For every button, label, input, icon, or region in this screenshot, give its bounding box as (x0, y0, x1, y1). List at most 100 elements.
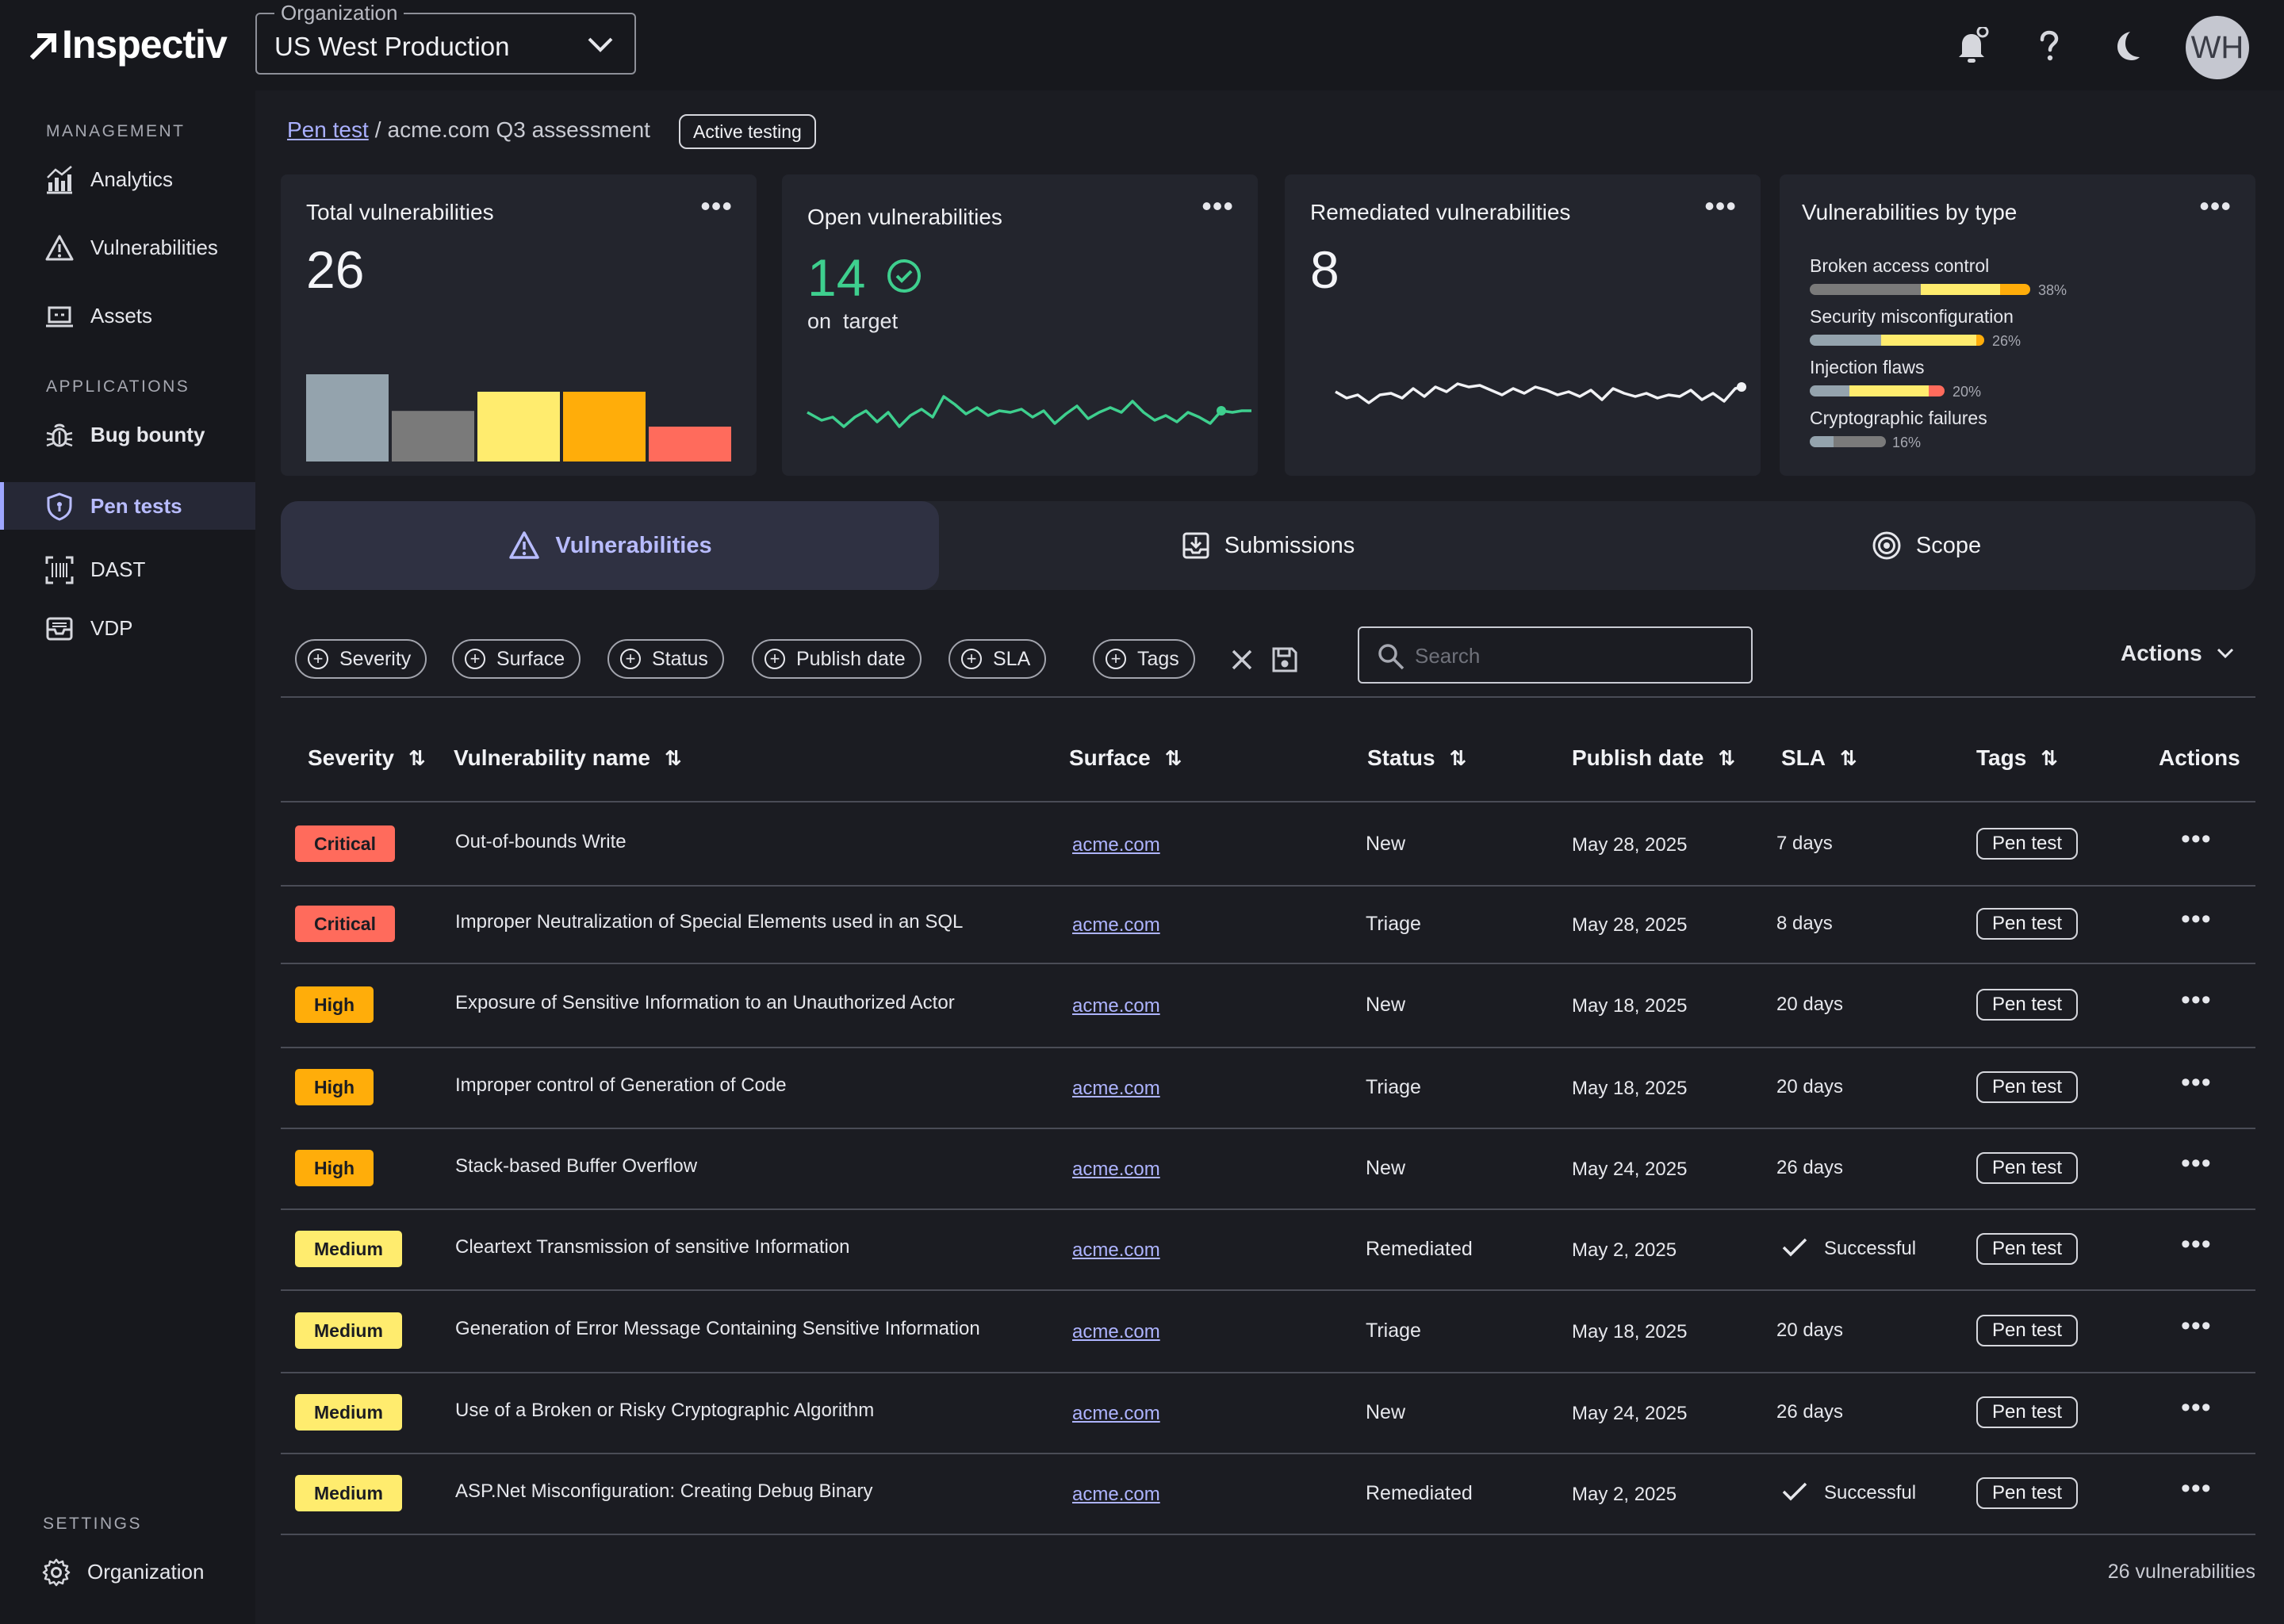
surface-link[interactable]: acme.com (1072, 1159, 1160, 1180)
column-header-tags[interactable]: Tags ⇅ (1976, 745, 2058, 771)
surface-link[interactable]: acme.com (1072, 914, 1160, 936)
tag-badge[interactable]: Pen test (1976, 1071, 2079, 1103)
plus-circle-icon: + (308, 649, 328, 669)
tag-badge[interactable]: Pen test (1976, 828, 2079, 860)
table-row[interactable]: High Stack-based Buffer Overflow acme.co… (281, 1128, 2255, 1208)
dark-mode-moon-icon[interactable] (2106, 27, 2144, 65)
column-header-severity[interactable]: Severity ⇅ (308, 745, 426, 771)
table-row[interactable]: Medium Cleartext Transmission of sensiti… (281, 1208, 2255, 1289)
publish-date: May 28, 2025 (1572, 914, 1688, 936)
tag-badge[interactable]: Pen test (1976, 1233, 2079, 1265)
sidebar-item-vdp[interactable]: VDP (0, 604, 255, 652)
user-avatar[interactable]: WH (2186, 16, 2249, 79)
sidebar-item-analytics[interactable]: Analytics (0, 155, 255, 203)
tag-badge[interactable]: Pen test (1976, 1152, 2079, 1184)
surface-link[interactable]: acme.com (1072, 1403, 1160, 1424)
row-more-icon[interactable]: ••• (2181, 985, 2212, 1015)
column-header-surface[interactable]: Surface ⇅ (1069, 745, 1182, 771)
vulnerability-name[interactable]: Exposure of Sensitive Information to an … (455, 992, 955, 1013)
vulnerability-name[interactable]: Cleartext Transmission of sensitive Info… (455, 1236, 850, 1258)
tab-submissions[interactable]: Submissions (939, 501, 1597, 590)
tag-badge[interactable]: Pen test (1976, 908, 2079, 940)
table-row[interactable]: Medium ASP.Net Misconfiguration: Creatin… (281, 1453, 2255, 1534)
sidebar-item-assets[interactable]: Assets (0, 292, 255, 339)
status-text: Triage (1366, 1076, 1421, 1098)
organization-select[interactable]: Organization US West Production (255, 1, 636, 75)
search-field[interactable] (1358, 626, 1753, 684)
filter-chip-sla[interactable]: + SLA (948, 639, 1047, 679)
surface-link[interactable]: acme.com (1072, 1484, 1160, 1505)
filter-chip-surface[interactable]: + Surface (452, 639, 581, 679)
row-more-icon[interactable]: ••• (2181, 824, 2212, 854)
tag-badge[interactable]: Pen test (1976, 1477, 2079, 1509)
tag-badge[interactable]: Pen test (1976, 1315, 2079, 1346)
row-more-icon[interactable]: ••• (2181, 1229, 2212, 1259)
surface-link[interactable]: acme.com (1072, 1078, 1160, 1099)
table-row[interactable]: Critical Out-of-bounds Write acme.com Ne… (281, 802, 2255, 885)
vulnerability-name[interactable]: Stack-based Buffer Overflow (455, 1155, 698, 1177)
tab-scope[interactable]: Scope (1597, 501, 2255, 590)
publish-date: May 2, 2025 (1572, 1484, 1677, 1505)
sidebar-item-dast[interactable]: DAST (0, 546, 255, 593)
table-row[interactable]: High Exposure of Sensitive Information t… (281, 963, 2255, 1047)
save-filters-icon[interactable] (1270, 645, 1299, 674)
row-more-icon[interactable]: ••• (2181, 1473, 2212, 1503)
row-more-icon[interactable]: ••• (2181, 1067, 2212, 1097)
sidebar-item-bug-bounty[interactable]: Bug bounty (0, 411, 255, 458)
surface-link[interactable]: acme.com (1072, 1321, 1160, 1342)
column-header-label: Severity (308, 745, 394, 770)
filter-chip-severity[interactable]: + Severity (295, 639, 427, 679)
filter-chip-publish-date[interactable]: + Publish date (752, 639, 922, 679)
plus-circle-icon: + (465, 649, 485, 669)
table-row[interactable]: Critical Improper Neutralization of Spec… (281, 885, 2255, 963)
vulnerability-name[interactable]: Generation of Error Message Containing S… (455, 1318, 980, 1339)
row-more-icon[interactable]: ••• (2181, 1148, 2212, 1178)
sort-icon: ⇅ (1718, 745, 1736, 770)
sort-icon: ⇅ (2041, 745, 2059, 770)
filter-chip-status[interactable]: + Status (607, 639, 724, 679)
card-more-icon[interactable]: ••• (2199, 190, 2232, 222)
actions-dropdown[interactable]: Actions (2121, 641, 2234, 666)
row-divider (281, 963, 2255, 964)
chart-bar (392, 411, 474, 462)
tag-badge[interactable]: Pen test (1976, 1396, 2079, 1428)
table-row[interactable]: High Improper control of Generation of C… (281, 1047, 2255, 1128)
tab-vulnerabilities[interactable]: Vulnerabilities (281, 501, 939, 590)
surface-link[interactable]: acme.com (1072, 834, 1160, 856)
inbox-icon (46, 617, 73, 641)
type-label: Injection flaws (1810, 357, 1925, 377)
row-more-icon[interactable]: ••• (2181, 1311, 2212, 1341)
sidebar-item-pen-tests[interactable]: Pen tests (0, 482, 255, 530)
vulnerability-name[interactable]: Improper Neutralization of Special Eleme… (455, 911, 964, 933)
brand-logo[interactable]: Inspectiv (30, 22, 228, 67)
table-row[interactable]: Medium Generation of Error Message Conta… (281, 1289, 2255, 1372)
vulnerability-name[interactable]: Improper control of Generation of Code (455, 1074, 787, 1096)
tag-badge[interactable]: Pen test (1976, 989, 2079, 1021)
sidebar-item-vulnerabilities[interactable]: Vulnerabilities (0, 224, 255, 271)
column-header-publish-date[interactable]: Publish date ⇅ (1572, 745, 1735, 771)
clear-filters-close-icon[interactable] (1229, 647, 1255, 672)
sidebar-item-organization[interactable]: Organization (0, 1548, 255, 1595)
help-icon[interactable] (2030, 27, 2068, 65)
column-header-vulnerability-name[interactable]: Vulnerability name ⇅ (454, 745, 682, 771)
search-input[interactable] (1415, 642, 1732, 669)
column-header-status[interactable]: Status ⇅ (1367, 745, 1466, 771)
breadcrumb-parent-link[interactable]: Pen test (287, 117, 369, 142)
row-more-icon[interactable]: ••• (2181, 1392, 2212, 1423)
column-header-sla[interactable]: SLA ⇅ (1781, 745, 1857, 771)
vulnerability-name[interactable]: Use of a Broken or Risky Cryptographic A… (455, 1400, 875, 1421)
status-text: New (1366, 1157, 1406, 1179)
surface-link[interactable]: acme.com (1072, 995, 1160, 1017)
notifications-bell-icon[interactable] (1953, 27, 1991, 65)
vulnerability-name[interactable]: ASP.Net Misconfiguration: Creating Debug… (455, 1480, 873, 1502)
row-more-icon[interactable]: ••• (2181, 904, 2212, 934)
table-row[interactable]: Medium Use of a Broken or Risky Cryptogr… (281, 1372, 2255, 1453)
vulnerability-name[interactable]: Out-of-bounds Write (455, 831, 627, 852)
chart-bar (306, 374, 389, 462)
filter-chip-tags[interactable]: + Tags (1093, 639, 1195, 679)
surface-link[interactable]: acme.com (1072, 1239, 1160, 1261)
sort-icon: ⇅ (1164, 745, 1182, 770)
card-title: Vulnerabilities by type (1802, 200, 2018, 224)
card-value: 26 (306, 240, 365, 299)
filter-chip-label: Publish date (796, 647, 906, 670)
